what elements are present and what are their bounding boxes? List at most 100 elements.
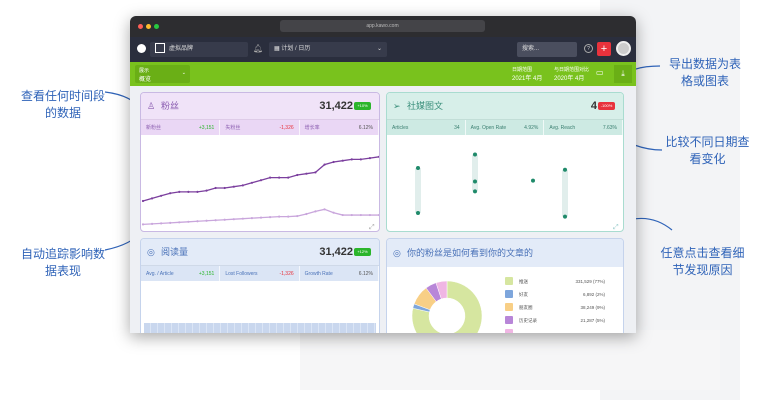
data-point: [169, 221, 172, 224]
stats-row: Avg. / Article +3,151 Lost Followers -1,32…: [141, 265, 379, 281]
data-point: [187, 220, 190, 223]
annotation-auto-track: 自动追踪影响数据表现: [20, 247, 105, 278]
sources-card[interactable]: ◎ 你的粉丝是如何看到你的文章的 推送 331,529 (77%) 好友 6,892 (…: [386, 238, 624, 333]
data-point: [368, 157, 372, 160]
legend-swatch: [505, 329, 513, 333]
legend-item[interactable]: [505, 329, 605, 333]
legend-item[interactable]: 好友 6,892 (2%): [505, 290, 605, 298]
legend-value: 38,249 (9%): [580, 305, 605, 310]
brand-selector[interactable]: 虚拟品牌: [150, 42, 248, 57]
minimize-window-button[interactable]: [146, 24, 151, 29]
followers-card[interactable]: ♙ 粉丝 31,422 +10% 新粉丝 +3,151 失粉丝 -1,326 增长率 6…: [140, 92, 380, 232]
data-point: [150, 197, 154, 200]
data-point: [278, 215, 281, 218]
help-icon[interactable]: ?: [584, 44, 593, 53]
download-button[interactable]: ⤓: [614, 65, 632, 83]
data-point: [314, 210, 317, 213]
chevron-down-icon: ⌄: [181, 70, 186, 76]
data-point: [377, 155, 379, 158]
range-bar: [562, 169, 568, 217]
bell-icon[interactable]: 🔔︎: [253, 44, 264, 53]
data-point: [223, 218, 226, 221]
data-point: [232, 185, 235, 188]
eye-icon: ◎: [147, 247, 155, 257]
top-nav: 虚拟品牌 🔔︎ ▦ 计划 / 日历 ⌄ 搜索... ? +: [130, 37, 636, 62]
users-icon: ♙: [147, 101, 156, 111]
data-point: [196, 190, 199, 193]
data-point: [287, 215, 290, 218]
data-point: [268, 176, 272, 179]
data-point: [531, 178, 535, 183]
data-point: [287, 176, 290, 179]
browser-titlebar: app.kawo.com: [130, 16, 636, 37]
data-point: [341, 213, 344, 217]
data-point: [323, 208, 326, 211]
legend-swatch: [505, 290, 513, 298]
calendar-icon[interactable]: ▭: [596, 68, 604, 77]
data-point: [241, 217, 244, 220]
legend-value: 21,287 (5%): [580, 318, 605, 323]
data-point: [341, 159, 344, 162]
data-point: [214, 219, 217, 222]
data-point: [473, 152, 477, 157]
data-point: [250, 181, 254, 184]
send-icon: ➢: [393, 101, 401, 111]
sources-donut-chart[interactable]: [387, 271, 497, 333]
module-selector[interactable]: ▦ 计划 / 日历 ⌄: [269, 42, 387, 57]
url-bar[interactable]: app.kawo.com: [280, 20, 485, 32]
data-point: [278, 176, 281, 179]
brand-avatar: [155, 43, 165, 54]
card-header: ♙ 粉丝 31,422 +10%: [141, 93, 379, 119]
reads-card[interactable]: ◎ 阅读量 31,422 +12% Avg. / Article +3,151 Lo…: [140, 238, 380, 333]
logo-icon: [137, 44, 146, 53]
data-point: [359, 213, 362, 217]
data-point: [416, 166, 420, 170]
stats-row: 新粉丝 +3,151 失粉丝 -1,326 增长率 6.12%: [141, 119, 379, 135]
followers-line-chart[interactable]: ⤢: [141, 135, 380, 232]
data-point: [232, 218, 235, 221]
data-point: [296, 214, 299, 218]
maximize-window-button[interactable]: [154, 24, 159, 29]
data-point: [359, 158, 362, 161]
background-shape: [300, 330, 720, 390]
legend-item[interactable]: 朋友圈 38,249 (9%): [505, 303, 605, 311]
annotation-click-detail: 任意点击查看细节发现原因: [660, 246, 745, 277]
date-range[interactable]: 日期范围 2021年 4月: [512, 67, 543, 82]
donut-slice: [435, 280, 448, 300]
social-dot-chart[interactable]: ⤢: [387, 135, 624, 232]
data-point: [350, 213, 353, 217]
social-card[interactable]: ➢ 社媒图文 4 -100% Articles 34 Avg. Open Rate 4…: [386, 92, 624, 232]
data-point: [141, 199, 145, 203]
close-window-button[interactable]: [138, 24, 143, 29]
legend-swatch: [505, 316, 513, 324]
calendar-icon: ▦: [274, 46, 282, 52]
data-point: [377, 213, 379, 217]
annotation-any-period: 查看任何时间段的数据: [20, 89, 105, 120]
add-button[interactable]: +: [597, 42, 611, 56]
legend-item[interactable]: 历史记录 21,287 (5%): [505, 316, 605, 324]
data-point: [473, 189, 477, 194]
data-point: [416, 211, 420, 215]
compare-range[interactable]: 与日期范围对比 2020年 4月: [554, 67, 590, 82]
view-selector[interactable]: 展示 概览 ⌄: [135, 65, 190, 83]
chevron-down-icon: ⌄: [376, 46, 382, 52]
data-point: [150, 222, 154, 225]
card-header: ◎ 你的粉丝是如何看到你的文章的: [387, 239, 623, 267]
legend-item[interactable]: 推送 331,529 (77%): [505, 277, 605, 285]
legend-value: 331,529 (77%): [575, 279, 605, 284]
data-point: [259, 216, 263, 219]
data-point: [160, 222, 163, 225]
user-avatar[interactable]: [616, 41, 631, 56]
data-point: [214, 186, 217, 190]
data-point: [241, 184, 244, 187]
data-point: [563, 214, 567, 219]
data-point: [305, 212, 308, 216]
legend-swatch: [505, 277, 513, 285]
legend-label: 朋友圈: [519, 305, 533, 310]
search-input[interactable]: 搜索...: [517, 42, 577, 57]
data-point: [268, 216, 272, 219]
reads-bar-chart[interactable]: [144, 323, 376, 333]
data-point: [563, 167, 567, 172]
eye-icon: ◎: [393, 248, 401, 258]
legend-swatch: [505, 303, 513, 311]
